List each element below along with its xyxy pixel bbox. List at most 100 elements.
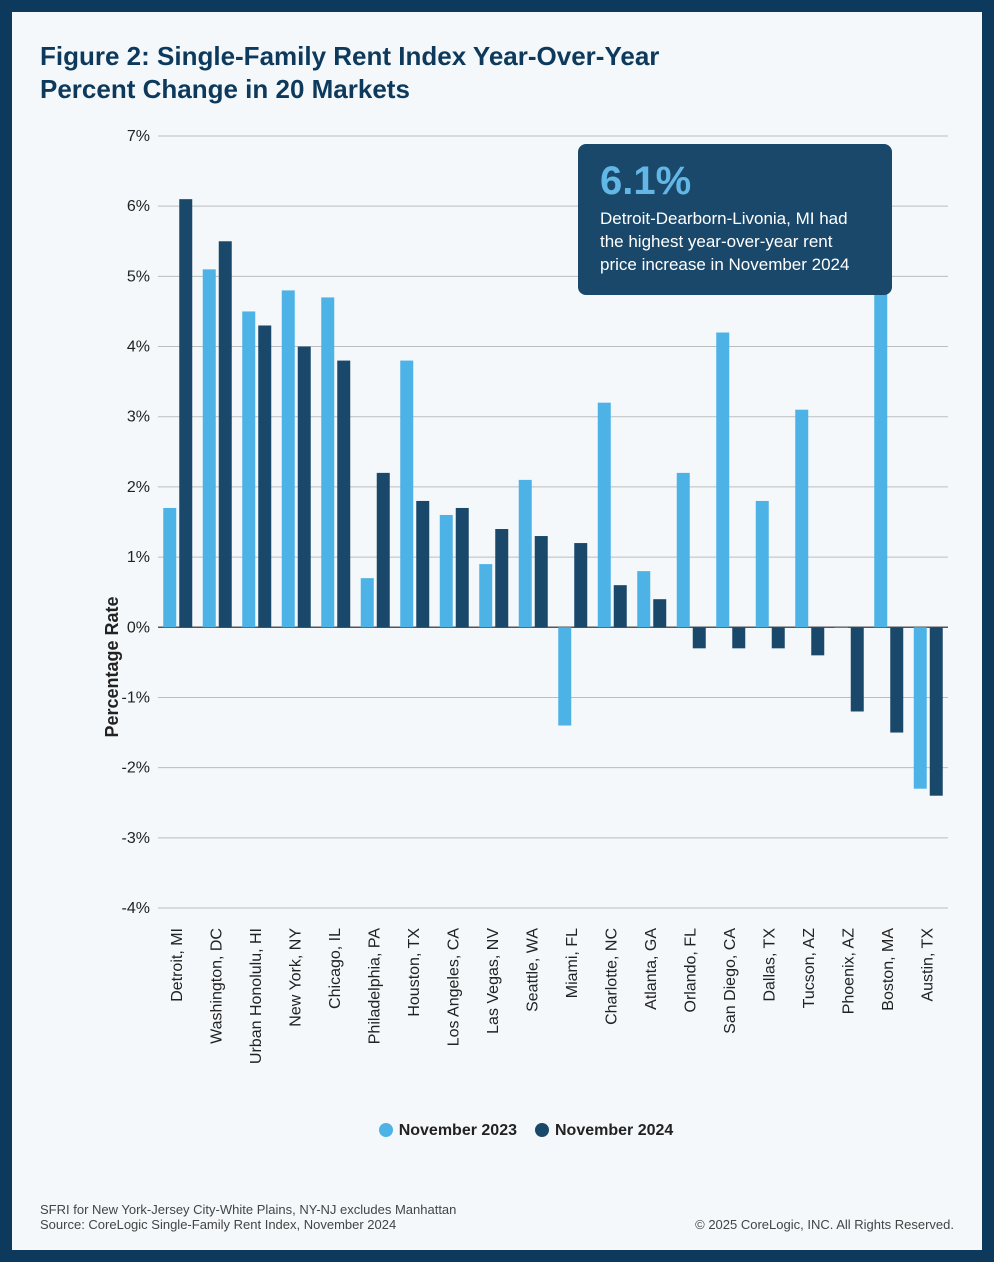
footnote-1: SFRI for New York-Jersey City-White Plai…	[40, 1202, 954, 1217]
svg-text:Urban Honolulu, HI: Urban Honolulu, HI	[248, 928, 265, 1064]
x-category-label: Dallas, TX	[761, 928, 778, 1002]
bar-series-b	[732, 627, 745, 648]
svg-text:Washington, DC: Washington, DC	[208, 928, 225, 1044]
svg-text:Seattle, WA: Seattle, WA	[524, 928, 541, 1012]
svg-text:New York, NY: New York, NY	[287, 928, 304, 1027]
x-category-label: New York, NY	[287, 928, 304, 1027]
callout-text: Detroit-Dearborn-Livonia, MI had the hig…	[600, 208, 870, 277]
bar-series-a	[400, 361, 413, 628]
svg-text:Austin, TX: Austin, TX	[919, 928, 936, 1002]
bar-series-b	[851, 627, 864, 711]
bar-series-b	[535, 536, 548, 627]
svg-text:Chicago, IL: Chicago, IL	[327, 928, 344, 1009]
bar-series-a	[914, 627, 927, 788]
bar-series-a	[440, 515, 453, 627]
bar-series-b	[258, 325, 271, 627]
bar-series-b	[377, 473, 390, 627]
bar-series-a	[163, 508, 176, 627]
figure-container: Figure 2: Single-Family Rent Index Year-…	[0, 0, 994, 1262]
bar-series-b	[219, 241, 232, 627]
svg-text:Orlando, FL: Orlando, FL	[682, 928, 699, 1013]
bar-series-a	[835, 627, 848, 628]
callout-box: 6.1% Detroit-Dearborn-Livonia, MI had th…	[578, 144, 892, 295]
svg-text:Atlanta, GA: Atlanta, GA	[643, 928, 660, 1010]
x-category-label: Chicago, IL	[327, 928, 344, 1009]
svg-text:2%: 2%	[127, 479, 150, 496]
svg-text:Philadelphia, PA: Philadelphia, PA	[366, 928, 383, 1045]
x-category-label: Tucson, AZ	[801, 928, 818, 1009]
bar-series-a	[598, 403, 611, 628]
bar-series-a	[677, 473, 690, 627]
bar-series-a	[479, 564, 492, 627]
bar-series-b	[337, 361, 350, 628]
svg-text:Miami, FL: Miami, FL	[564, 928, 581, 998]
legend-swatch	[535, 1123, 549, 1137]
svg-text:4%: 4%	[127, 339, 150, 356]
svg-text:5%: 5%	[127, 268, 150, 285]
bar-series-a	[321, 297, 334, 627]
svg-text:-3%: -3%	[122, 830, 150, 847]
bar-series-b	[456, 508, 469, 627]
x-category-label: Las Vegas, NV	[485, 928, 502, 1034]
bar-series-a	[361, 578, 374, 627]
bar-series-a	[637, 571, 650, 627]
legend-label: November 2024	[555, 1122, 673, 1139]
x-category-label: Urban Honolulu, HI	[248, 928, 265, 1064]
x-category-label: Phoenix, AZ	[840, 928, 857, 1015]
bar-series-a	[756, 501, 769, 627]
x-category-label: Los Angeles, CA	[445, 928, 462, 1047]
bar-series-b	[614, 585, 627, 627]
bar-series-b	[693, 627, 706, 648]
bar-series-a	[795, 410, 808, 628]
legend: November 2023 November 2024	[82, 1122, 952, 1140]
y-axis-label: Percentage Rate	[102, 596, 123, 737]
callout-headline: 6.1%	[600, 160, 870, 202]
svg-text:Detroit, MI: Detroit, MI	[169, 928, 186, 1002]
x-category-label: Houston, TX	[406, 928, 423, 1017]
figure-title: Figure 2: Single-Family Rent Index Year-…	[40, 40, 680, 105]
bar-series-a	[242, 311, 255, 627]
bar-series-b	[416, 501, 429, 627]
svg-text:6%: 6%	[127, 198, 150, 215]
x-category-label: Orlando, FL	[682, 928, 699, 1013]
svg-text:Las Vegas, NV: Las Vegas, NV	[485, 928, 502, 1034]
bar-series-a	[874, 269, 887, 627]
legend-label: November 2023	[399, 1122, 517, 1139]
svg-text:-1%: -1%	[122, 689, 150, 706]
svg-text:Los Angeles, CA: Los Angeles, CA	[445, 928, 462, 1047]
x-category-label: Boston, MA	[880, 928, 897, 1011]
footer: SFRI for New York-Jersey City-White Plai…	[40, 1202, 954, 1232]
bar-series-b	[811, 627, 824, 655]
bar-series-a	[716, 333, 729, 628]
svg-text:San Diego, CA: San Diego, CA	[722, 928, 739, 1034]
svg-text:Phoenix, AZ: Phoenix, AZ	[840, 928, 857, 1015]
bar-series-b	[653, 599, 666, 627]
bar-series-a	[519, 480, 532, 627]
svg-text:Dallas, TX: Dallas, TX	[761, 928, 778, 1002]
x-category-label: Austin, TX	[919, 928, 936, 1002]
svg-text:0%: 0%	[127, 619, 150, 636]
bar-series-b	[574, 543, 587, 627]
copyright: © 2025 CoreLogic, INC. All Rights Reserv…	[695, 1217, 954, 1232]
svg-text:-4%: -4%	[122, 900, 150, 917]
svg-text:Boston, MA: Boston, MA	[880, 928, 897, 1011]
x-category-label: Philadelphia, PA	[366, 928, 383, 1045]
x-category-label: Charlotte, NC	[603, 928, 620, 1025]
bar-series-b	[890, 627, 903, 732]
svg-text:Tucson, AZ: Tucson, AZ	[801, 928, 818, 1009]
x-category-label: Seattle, WA	[524, 928, 541, 1012]
bar-series-b	[930, 627, 943, 795]
bar-series-a	[558, 627, 571, 725]
svg-text:-2%: -2%	[122, 760, 150, 777]
bar-series-a	[282, 290, 295, 627]
bar-series-a	[203, 269, 216, 627]
legend-swatch	[379, 1123, 393, 1137]
x-category-label: Atlanta, GA	[643, 928, 660, 1010]
bar-series-b	[179, 199, 192, 627]
chart-area: Percentage Rate -4%-3%-2%-1%0%1%2%3%4%5%…	[82, 132, 952, 1202]
x-category-label: Washington, DC	[208, 928, 225, 1044]
bar-series-b	[298, 347, 311, 628]
x-category-label: San Diego, CA	[722, 928, 739, 1034]
svg-text:1%: 1%	[127, 549, 150, 566]
x-category-label: Miami, FL	[564, 928, 581, 998]
